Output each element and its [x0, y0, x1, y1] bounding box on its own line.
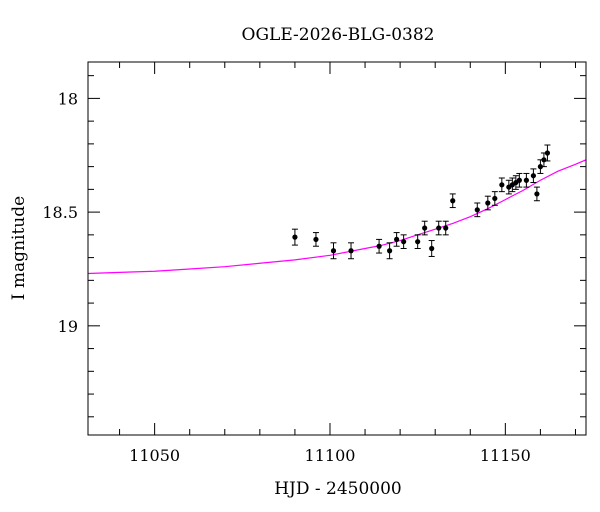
- data-point: [313, 236, 319, 243]
- data-point: [376, 243, 382, 249]
- y-tick-label: 19: [58, 317, 78, 336]
- model-curve: [88, 159, 586, 275]
- data-point-group: [348, 242, 355, 260]
- data-point: [330, 248, 337, 254]
- data-point: [516, 177, 522, 183]
- data-point-group: [505, 179, 512, 195]
- data-point-group: [537, 159, 544, 174]
- data-point: [401, 239, 407, 245]
- data-point: [450, 198, 456, 204]
- data-point-group: [516, 172, 523, 188]
- data-point-group: [414, 234, 421, 249]
- x-axis-ticks: 11050 11100 11150: [119, 62, 576, 465]
- data-point: [534, 191, 540, 197]
- data-point-group: [484, 195, 491, 211]
- data-point-group: [442, 220, 449, 236]
- data-point: [541, 157, 547, 163]
- data-point-group: [428, 240, 435, 257]
- y-axis-ticks: 18 18.5 19: [42, 75, 586, 418]
- plot-area: [88, 144, 586, 275]
- data-point: [387, 248, 393, 254]
- data-point: [394, 236, 400, 243]
- data-point-group: [291, 228, 298, 246]
- data-point: [474, 207, 480, 213]
- x-axis-label: HJD - 2450000: [274, 479, 402, 499]
- data-point: [422, 225, 428, 231]
- y-axis-label: I magnitude: [9, 196, 29, 300]
- data-point: [530, 173, 536, 179]
- data-point-group: [533, 186, 540, 202]
- data-point: [429, 245, 435, 252]
- data-point-group: [491, 191, 498, 206]
- plot-frame: [87, 61, 587, 436]
- data-point: [415, 239, 421, 245]
- data-point: [499, 182, 505, 188]
- y-tick-label: 18.5: [42, 203, 78, 222]
- data-point: [443, 225, 449, 231]
- data-point-group: [509, 177, 516, 193]
- x-tick-label: 11150: [480, 446, 531, 465]
- chart-title: OGLE-2026-BLG-0382: [242, 25, 435, 45]
- x-tick-label: 11050: [129, 446, 180, 465]
- data-point-group: [474, 202, 481, 218]
- data-point: [544, 150, 551, 156]
- data-point: [537, 164, 544, 170]
- data-point-group: [376, 238, 383, 254]
- data-point: [436, 225, 442, 231]
- data-point: [485, 200, 491, 206]
- data-point-group: [435, 220, 442, 236]
- data-point-group: [523, 172, 530, 188]
- x-tick-label: 11100: [305, 446, 356, 465]
- data-point-group: [498, 177, 505, 193]
- data-point-group: [386, 242, 393, 260]
- data-point-group: [330, 242, 337, 260]
- data-point-group: [400, 234, 407, 249]
- y-tick-label: 18: [58, 89, 78, 108]
- data-point-group: [530, 168, 537, 184]
- data-point-group: [449, 193, 456, 209]
- data-point-group: [312, 232, 319, 247]
- data-point-group: [544, 144, 551, 162]
- data-point-group: [393, 232, 400, 247]
- data-point: [492, 195, 498, 202]
- data-point-group: [421, 220, 428, 236]
- data-point: [523, 177, 529, 183]
- data-point: [292, 234, 298, 240]
- data-point: [348, 248, 354, 254]
